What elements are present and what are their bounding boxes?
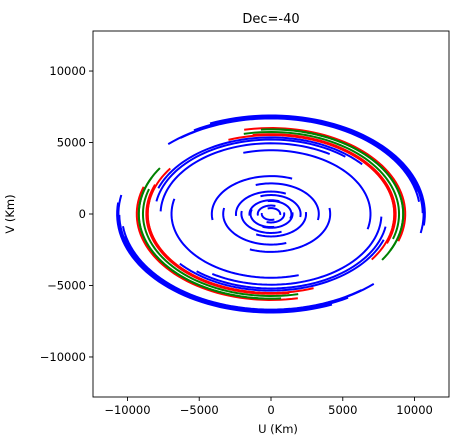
uv-track-blue-9-a: [210, 175, 293, 221]
uv-track-blue-9-b: [249, 207, 332, 253]
uv-track-blue-10-b: [222, 207, 287, 246]
y-axis-title: V (Km): [3, 194, 17, 233]
uv-track-red-3-b: [145, 184, 290, 295]
chart-title: Dec=-40: [242, 12, 299, 27]
y-tick-label: −10000: [40, 350, 86, 364]
uv-tracks: [116, 114, 426, 314]
uv-track-blue-12-a: [260, 194, 302, 218]
uv-track-blue-14-b: [249, 208, 275, 229]
x-axis-title: U (Km): [258, 422, 298, 436]
y-tick-label: −5000: [47, 278, 86, 292]
uv-track-blue-15-a: [256, 204, 276, 216]
x-tick-label: 0: [267, 403, 274, 417]
y-tick-label: 10000: [49, 64, 86, 78]
uv-track-blue-12-b: [240, 210, 282, 234]
y-tick-label: 0: [79, 207, 86, 221]
uv-track-blue-7-b: [211, 216, 383, 286]
uv-track-blue-8-a: [243, 149, 372, 230]
uv-track-green-1-b: [137, 167, 265, 300]
uv-track-green-2-b: [141, 188, 299, 298]
uv-track-blue-6-a: [155, 138, 346, 202]
x-tick-label: −10000: [104, 403, 150, 417]
uv-track-blue-11-b: [255, 211, 308, 238]
uv-track-blue-10-a: [255, 182, 320, 221]
uv-track-blue-4-b: [117, 194, 321, 313]
uv-track-blue-1-b: [121, 226, 363, 311]
uv-track-red-3-a: [252, 133, 397, 244]
uv-track-green-1-a: [277, 128, 405, 261]
y-axis: −10000 −5000 0 5000 10000: [40, 64, 93, 364]
uv-track-red-0-b: [135, 186, 298, 301]
uv-track-blue-11-a: [234, 190, 287, 217]
uv-track-blue-5-a: [157, 136, 363, 189]
uv-track-blue-4-a: [221, 115, 425, 234]
uv-track-red-0-a: [244, 127, 407, 242]
uv-track-blue-14-a: [267, 199, 293, 220]
uv-track-green-2-a: [243, 130, 401, 240]
uv-track-blue-6-b: [196, 226, 387, 290]
uv-track-blue-8-b: [170, 198, 299, 279]
uv-track-blue-15-b: [266, 212, 286, 224]
x-axis: −10000 −5000 0 5000 10000: [104, 397, 433, 417]
x-tick-label: 5000: [328, 403, 357, 417]
x-tick-label: −5000: [180, 403, 219, 417]
uv-track-blue-1-a: [179, 117, 421, 202]
y-tick-label: 5000: [57, 136, 86, 150]
uv-track-blue-7-a: [159, 142, 331, 212]
uv-track-blue-5-b: [179, 239, 385, 292]
x-tick-label: 10000: [396, 403, 433, 417]
uv-track-blue-16-a: [267, 207, 282, 216]
uv-track-blue-16-b: [260, 212, 275, 221]
